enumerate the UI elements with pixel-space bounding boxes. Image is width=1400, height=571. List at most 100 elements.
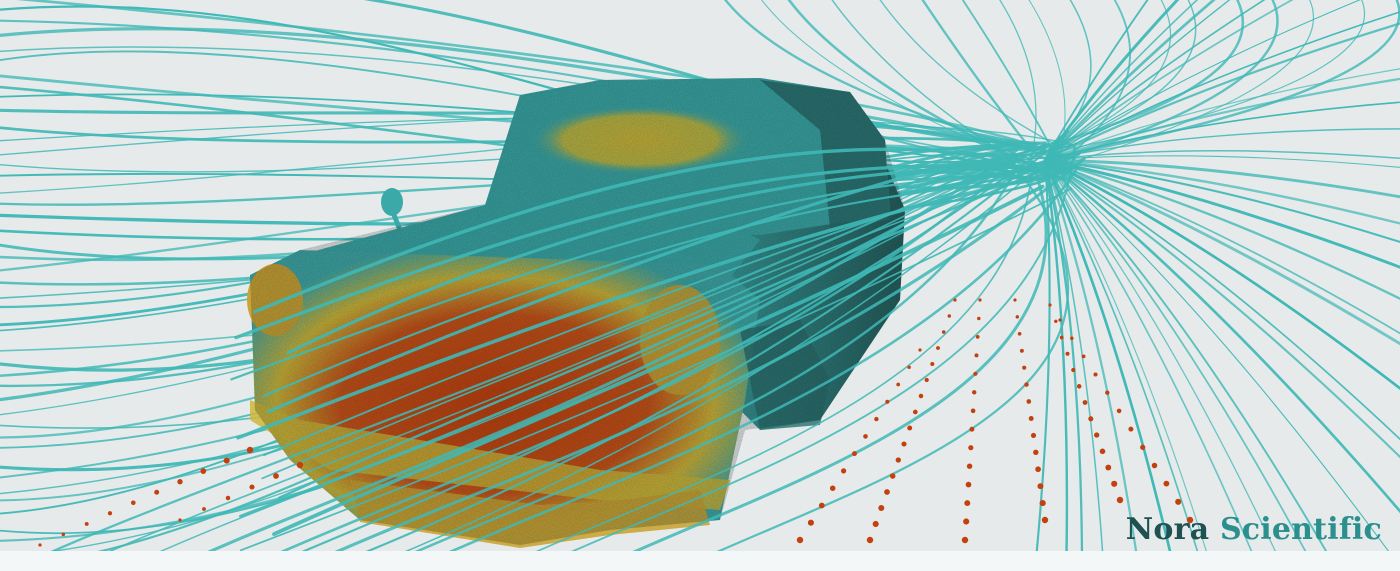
seed-point — [852, 451, 857, 457]
streamline — [1044, 159, 1307, 551]
seed-point — [896, 382, 901, 387]
seed-point — [961, 536, 969, 544]
seed-point — [963, 518, 970, 525]
streamline — [1044, 159, 1276, 551]
streamline — [1043, 158, 1400, 346]
streamline — [1043, 158, 1400, 300]
seed-point — [1105, 390, 1110, 395]
streamline — [1043, 158, 1400, 225]
seed-point — [1163, 480, 1170, 487]
seed-point — [1033, 449, 1039, 456]
seed-point — [38, 543, 42, 547]
seed-point — [872, 520, 879, 528]
streamline — [239, 187, 1073, 551]
seed-point — [930, 361, 935, 367]
streamline — [723, 0, 1056, 159]
seed-point — [947, 314, 952, 318]
streamline — [404, 158, 1050, 551]
streamline — [1043, 158, 1069, 551]
streamline — [1043, 158, 1400, 243]
streamline — [1043, 0, 1216, 162]
streamline — [1043, 158, 1400, 199]
seed-point — [918, 393, 924, 399]
streamline — [1031, 0, 1197, 158]
streamline — [261, 171, 1030, 480]
seed-point — [941, 330, 946, 334]
seed-point — [874, 416, 879, 422]
seed-point — [953, 298, 957, 302]
streamline — [253, 147, 1022, 314]
seed-point — [1186, 516, 1194, 524]
cfd-visualization — [0, 0, 1400, 551]
streamline — [1044, 159, 1400, 441]
seed-point — [907, 425, 913, 431]
streamline — [1044, 0, 1231, 161]
seed-point — [968, 445, 974, 451]
seed-point — [1028, 416, 1034, 421]
seed-point — [901, 441, 907, 447]
seed-point — [977, 316, 981, 321]
seed-point — [1099, 448, 1106, 455]
streamline — [999, 0, 1037, 168]
seed-point — [796, 536, 804, 544]
streamline — [1060, 0, 1131, 163]
seed-point — [895, 457, 901, 463]
seed-point — [1026, 399, 1032, 404]
streamline — [207, 144, 1024, 551]
seed-point — [884, 489, 890, 495]
streamline — [414, 171, 1016, 551]
streamline — [1043, 158, 1172, 551]
seed-point-trails — [38, 298, 1194, 547]
seed-point — [1093, 372, 1098, 377]
streamline — [263, 154, 1070, 457]
seed-point — [1019, 348, 1024, 353]
streamline — [1044, 159, 1328, 551]
streamline — [448, 169, 1078, 551]
seed-point — [936, 346, 940, 350]
seed-point — [840, 468, 847, 474]
seed-point — [1054, 319, 1058, 324]
seed-point — [1094, 432, 1100, 438]
streamline — [1027, 0, 1366, 159]
streamline — [716, 153, 1069, 551]
seed-point — [1058, 318, 1062, 322]
streamline — [286, 165, 1081, 355]
seed-point — [973, 371, 978, 376]
brand-word-primary: Nora — [1125, 512, 1210, 547]
streamline — [1043, 158, 1400, 269]
seed-point — [296, 461, 304, 469]
seed-point — [974, 353, 979, 358]
streamline — [1044, 159, 1389, 551]
seed-point — [1013, 298, 1017, 302]
streamline — [570, 142, 1076, 551]
seed-point — [907, 365, 911, 370]
seed-point — [273, 473, 279, 479]
streamline — [1044, 159, 1253, 551]
seed-point — [1081, 354, 1086, 359]
seed-point — [130, 500, 136, 506]
seed-point — [1140, 444, 1146, 450]
streamline — [234, 164, 1071, 340]
streamline — [363, 0, 1047, 145]
streamline — [263, 180, 1034, 397]
streamline — [961, 0, 1059, 161]
brand-wordmark: Nora Scientific — [1126, 512, 1382, 547]
streamline — [334, 157, 1086, 551]
streamline — [1044, 155, 1400, 168]
streamline — [1023, 0, 1244, 154]
streamline — [1044, 159, 1199, 551]
seed-point — [924, 377, 929, 383]
seed-point — [249, 484, 255, 490]
seed-point — [1015, 315, 1020, 319]
seed-point — [1035, 466, 1041, 473]
seed-point — [1022, 365, 1027, 370]
streamline — [1043, 158, 1400, 514]
seed-point — [225, 495, 231, 501]
seed-point — [178, 518, 182, 522]
streamline — [1044, 0, 1266, 161]
seed-point — [1059, 335, 1064, 340]
streamline — [1043, 158, 1400, 459]
streamline — [1044, 0, 1199, 161]
seed-point — [1030, 432, 1037, 438]
streamline — [1049, 0, 1092, 150]
